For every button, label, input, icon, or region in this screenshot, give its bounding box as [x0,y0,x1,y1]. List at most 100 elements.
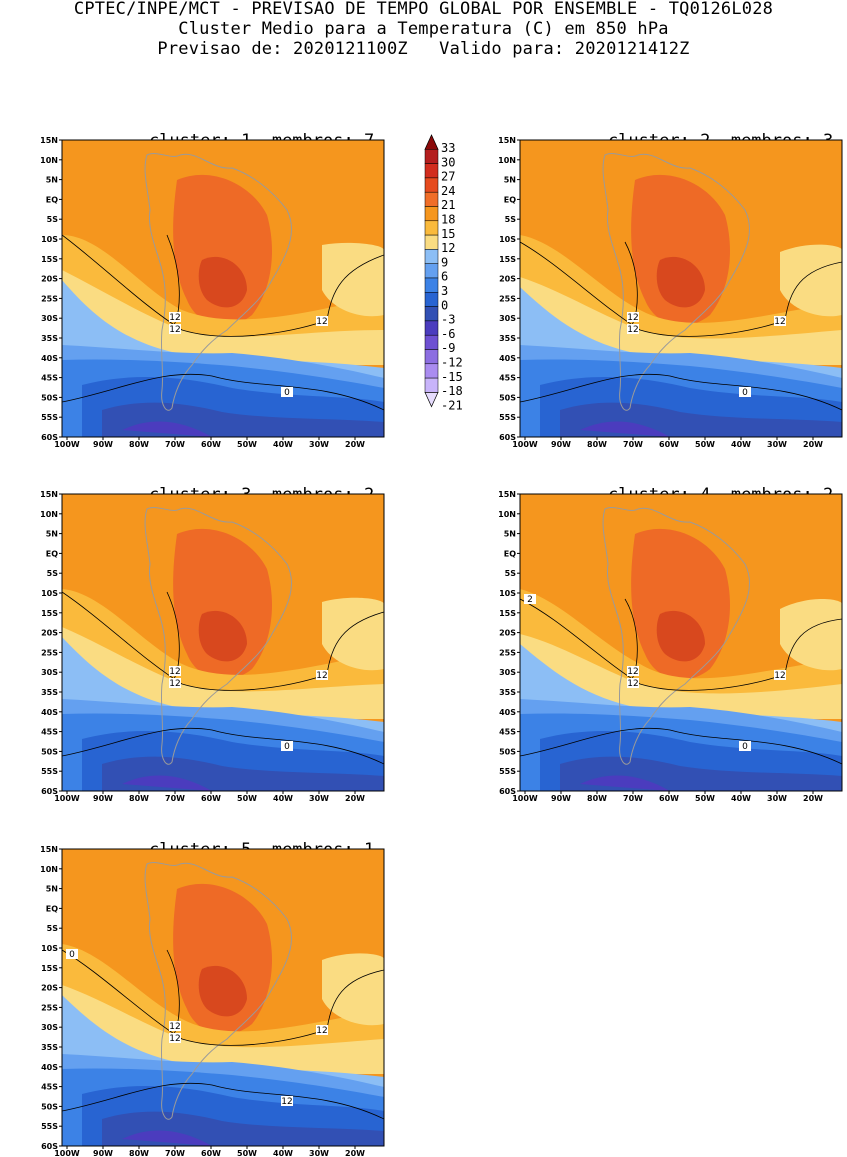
lat-tick-label: 40S [41,1063,58,1072]
lon-tick-label: 100W [512,440,538,449]
contour-label: 12 [169,679,180,689]
contour-label: 12 [316,317,327,327]
lat-tick-label: 60S [41,433,58,442]
colorbar-swatch [424,377,439,393]
lon-tick-label: 40W [273,1149,293,1157]
lon-tick-label: 40W [273,440,293,449]
lat-tick-label: 10N [498,156,516,165]
lon-tick-label: 100W [54,794,80,803]
lon-tick-label: 50W [237,794,257,803]
lat-tick-label: 25S [499,648,516,657]
colorbar-label: 6 [441,270,448,284]
lon-tick-label: 80W [587,794,607,803]
map-frame [61,848,385,1147]
lat-tick-label: 10N [40,865,58,874]
colorbar-swatch [424,292,439,307]
lat-tick-label: 50S [41,1102,58,1111]
contour-line [520,241,842,337]
lat-tick-label: 60S [41,787,58,796]
colorbar-swatch [424,234,439,250]
map-5: 12 12 12 12 0 15N 10N 5N EQ 5S 10S 15S 20S 25S 30S 35S 4… [40,845,385,1157]
contour-label: 12 [169,325,180,335]
lon-tick-label: 90W [551,794,571,803]
lat-tick-label: 45S [41,1083,58,1092]
contour-label: 12 [281,1097,292,1107]
lon-tick-label: 60W [201,794,221,803]
lon-tick-label: 90W [93,440,113,449]
colorbar-swatch [424,306,439,322]
lon-tick-label: 80W [129,794,149,803]
lat-tick-label: 35S [41,688,58,697]
temperature-field [62,849,384,1146]
header-line-1: CPTEC/INPE/MCT - PREVISAO DE TEMPO GLOBA… [73,0,774,19]
lat-tick-label: 10S [499,589,516,598]
lon-tick-label: 60W [201,440,221,449]
colorbar-label: 24 [441,184,455,198]
colorbar-swatch [424,363,439,379]
lat-tick-label: 30S [41,1023,58,1032]
lat-tick-label: 35S [499,334,516,343]
lat-tick-label: 20S [499,629,516,638]
lon-tick-label: 60W [659,794,679,803]
lat-tick-label: 55S [41,1122,58,1131]
lon-tick-label: 100W [54,1149,80,1157]
map-frame [61,139,385,438]
lat-tick-label: 35S [41,334,58,343]
lat-tick-label: 5S [505,569,517,578]
lon-tick-label: 50W [695,440,715,449]
contour-label: 12 [316,1026,327,1036]
lon-tick-label: 90W [93,1149,113,1157]
colorbar-swatch [424,134,439,150]
lat-tick-label: 25S [499,294,516,303]
lon-tick-label: 30W [309,794,329,803]
colorbar-swatch [424,249,439,264]
lon-tick-label: 20W [803,440,823,449]
lon-tick-label: 30W [309,1149,329,1157]
map-3: 12 12 12 0 15N 10N 5N EQ 5S 10S 15S 20S 25S 30S 35S 40S… [40,490,385,803]
lat-tick-label: 50S [41,747,58,756]
colorbar-label: 3 [441,284,448,298]
lat-tick-label: 15N [498,136,516,145]
lat-tick-label: 10N [40,510,58,519]
colorbar-label: -9 [441,341,455,355]
colorbar-swatch [424,177,439,193]
lon-tick-label: 30W [309,440,329,449]
lat-tick-label: 10S [41,235,58,244]
contour-line [62,373,384,411]
contour-line [520,598,842,691]
contour-label: 12 [169,667,180,677]
lat-tick-label: 5S [47,215,59,224]
lon-tick-label: 50W [237,440,257,449]
lon-tick-label: 20W [345,1149,365,1157]
colorbar-label: -12 [441,356,463,370]
contour-label: 12 [169,1022,180,1032]
colorbar-label: -21 [441,398,463,412]
colorbar-swatch [424,277,439,293]
contour-line [62,949,384,1046]
lat-tick-label: 60S [499,433,516,442]
lon-tick-label: 40W [273,794,293,803]
lon-tick-label: 90W [93,794,113,803]
lat-tick-label: 5N [504,176,516,185]
lon-tick-label: 50W [237,1149,257,1157]
colorbar-label: 27 [441,170,455,184]
lon-tick-label: 70W [623,440,643,449]
lat-tick-label: 25S [41,294,58,303]
lat-tick-label: 5N [46,885,58,894]
lon-tick-label: 100W [512,794,538,803]
lon-tick-label: 50W [695,794,715,803]
lat-tick-label: 5N [46,530,58,539]
lat-tick-label: 60S [41,1142,58,1151]
header-line-2: Cluster Medio para a Temperatura (C) em … [178,19,669,39]
lat-tick-label: 40S [41,354,58,363]
contour-label: 12 [316,671,327,681]
temperature-field [520,494,842,791]
lat-tick-label: EQ [504,549,516,558]
contour-label: 12 [627,679,638,689]
colorbar-label: 12 [441,241,455,255]
lat-tick-label: 5S [505,215,517,224]
contour-label: 12 [627,325,638,335]
contour-label: 0 [284,388,290,398]
temperature-field [62,140,384,437]
